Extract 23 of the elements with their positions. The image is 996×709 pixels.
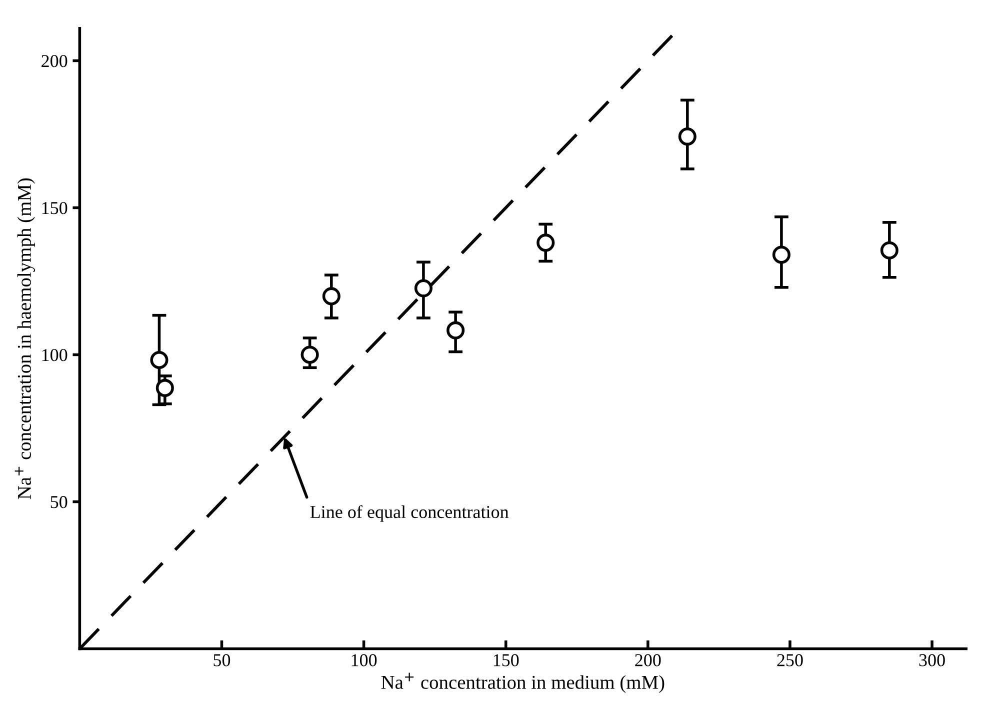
x-tick-label: 200: [635, 654, 661, 666]
x-axis-title: Na$^{+}$ concentration in medium (mM): [381, 672, 664, 693]
x-tick-label: 150: [494, 654, 519, 666]
x-tick-label: 300: [919, 654, 945, 666]
x-tick-label: 250: [777, 654, 803, 666]
annotation: Line of equal concentration: [310, 505, 509, 522]
point: [300, 346, 319, 364]
point: [880, 241, 898, 260]
point: [156, 378, 174, 397]
y-tick-label: 150: [42, 202, 68, 214]
point: [414, 279, 432, 298]
y-tick-label: 200: [42, 54, 68, 68]
point: [446, 321, 465, 340]
point: [536, 234, 555, 252]
point: [678, 128, 696, 146]
y-tick-label: 100: [42, 348, 68, 362]
x-tick-label: 50: [214, 654, 230, 666]
y-tick-label: 50: [50, 496, 68, 508]
point: [322, 287, 340, 306]
point: [772, 246, 790, 264]
y-axis-title: Na$^{+}$ concentration in haemolymph (mM): [14, 178, 35, 500]
point: [150, 350, 168, 370]
x-tick-label: 100: [352, 654, 377, 666]
